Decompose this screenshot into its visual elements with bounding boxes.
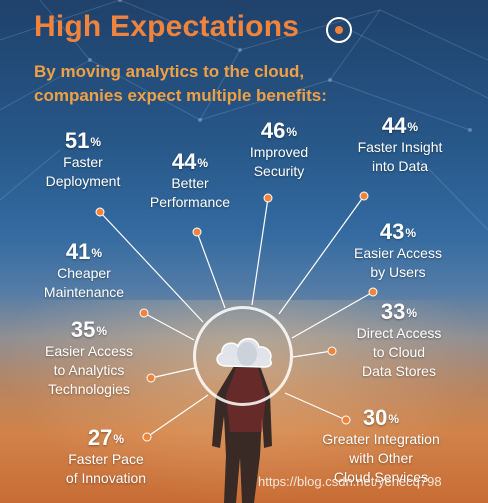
stat-value: 51% <box>64 128 102 153</box>
stat-cheaper-maintenance: 41% Cheaper Maintenance <box>28 240 140 302</box>
stat-value: 35% <box>70 317 108 342</box>
connector-cheaper-maintenance <box>143 312 195 341</box>
stat-greater-integration: 30% Greater Integration with Other Cloud… <box>300 406 462 487</box>
subtitle-line-2: companies expect multiple benefits: <box>34 86 327 105</box>
stat-label: Easier Access <box>354 245 442 261</box>
stat-value: 27% <box>87 425 125 450</box>
stat-label: Better <box>171 175 209 191</box>
stat-faster-pace: 27% Faster Pace of Innovation <box>50 426 162 488</box>
stat-label: into Data <box>371 158 429 174</box>
stat-label: Cloud Services <box>333 469 429 485</box>
stat-label: Deployment <box>45 173 121 189</box>
dot-easier-access-users <box>368 287 378 297</box>
stat-faster-insight: 44% Faster Insight into Data <box>338 114 462 176</box>
dot-faster-deployment <box>95 207 105 217</box>
stat-label: Greater Integration <box>322 431 440 447</box>
stat-label: Direct Access <box>356 325 442 341</box>
stat-label: to Analytics <box>53 362 125 378</box>
stat-label: Easier Access <box>45 343 133 359</box>
watermark-url: https://blog.csdn.net/yehecq798 <box>258 474 442 489</box>
stat-label: to Cloud <box>372 344 426 360</box>
stat-label: by Users <box>370 264 426 280</box>
stat-label: with Other <box>349 450 413 466</box>
stat-improved-security: 46% Improved Security <box>228 119 330 181</box>
stat-value: 41% <box>65 239 103 264</box>
stat-label: Faster Pace <box>68 451 144 467</box>
title-target-icon <box>326 17 352 43</box>
dot-cheaper-maintenance <box>139 308 149 318</box>
stat-better-performance: 44% Better Performance <box>134 150 246 212</box>
stat-label: Improved <box>249 144 309 160</box>
stat-value: 44% <box>171 149 209 174</box>
stat-label: Maintenance <box>43 284 125 300</box>
connector-better-performance <box>196 231 226 309</box>
stat-value: 46% <box>260 118 298 143</box>
dot-faster-insight <box>359 191 369 201</box>
dot-improved-security <box>263 193 273 203</box>
stat-faster-deployment: 51% Faster Deployment <box>34 129 132 191</box>
subtitle-line-1: By moving analytics to the cloud, <box>34 62 305 81</box>
stat-label: Performance <box>149 194 231 210</box>
stat-label: Technologies <box>48 381 130 397</box>
stat-label: Data Stores <box>362 363 436 379</box>
page-title: High Expectations <box>34 10 300 43</box>
page-subtitle: By moving analytics to the cloud, compan… <box>34 60 394 108</box>
connector-improved-security <box>251 197 269 306</box>
stat-direct-access: 33% Direct Access to Cloud Data Stores <box>338 300 460 381</box>
stat-value: 30% <box>362 405 400 430</box>
stat-label: of Innovation <box>65 470 147 486</box>
stat-easier-access-analytics: 35% Easier Access to Analytics Technolog… <box>28 318 150 399</box>
stat-value: 43% <box>379 219 417 244</box>
stat-label: Security <box>253 163 305 179</box>
cloud-icon <box>216 337 272 368</box>
connector-easier-access-analytics <box>150 367 196 379</box>
dot-direct-access <box>327 346 337 356</box>
stat-value: 44% <box>381 113 419 138</box>
stat-value: 33% <box>380 299 418 324</box>
stat-label: Cheaper <box>57 265 111 281</box>
stat-label: Faster Insight <box>357 139 443 155</box>
dot-better-performance <box>192 227 202 237</box>
stat-label: Faster <box>63 154 103 170</box>
cloud-hub-ring <box>193 306 293 406</box>
stat-easier-access-users: 43% Easier Access by Users <box>338 220 458 282</box>
